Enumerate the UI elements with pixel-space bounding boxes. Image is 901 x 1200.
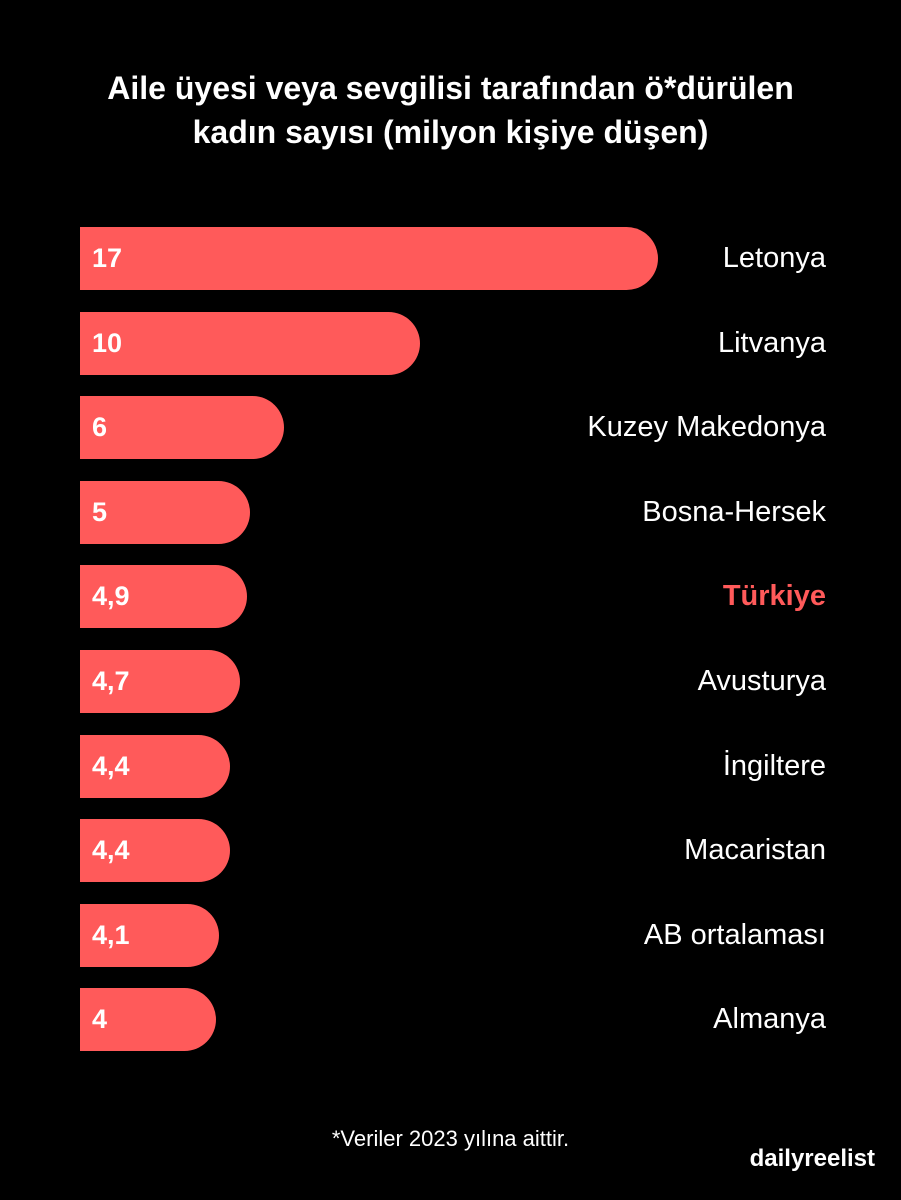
category-label: Avusturya — [697, 665, 826, 697]
bar-value-label: 4,4 — [92, 751, 130, 781]
bar-value-label: 4,1 — [92, 920, 130, 950]
bar — [80, 565, 247, 628]
bar — [80, 312, 420, 375]
category-label: Letonya — [722, 242, 826, 274]
bar — [80, 650, 240, 713]
bar — [80, 227, 658, 290]
chart-title-line-1: Aile üyesi veya sevgilisi tarafından ö*d… — [107, 70, 794, 106]
bar — [80, 481, 250, 544]
category-label: Almanya — [713, 1003, 826, 1035]
bar-value-label: 4,7 — [92, 666, 130, 696]
bar-value-label: 4,9 — [92, 581, 130, 611]
category-label: İngiltere — [722, 750, 826, 782]
category-label: Türkiye — [722, 580, 826, 612]
bar-value-label: 10 — [92, 328, 123, 358]
category-label: AB ortalaması — [643, 919, 826, 951]
category-label: Macaristan — [684, 834, 826, 866]
footnote: *Veriler 2023 yılına aittir. — [331, 1126, 570, 1151]
bar — [80, 735, 230, 798]
bar — [80, 396, 284, 459]
category-label: Litvanya — [717, 327, 826, 359]
bar-value-label: 6 — [92, 412, 108, 442]
category-label: Bosna-Hersek — [642, 496, 826, 528]
brand-logo: dailyreelist — [749, 1145, 875, 1172]
bar-value-label: 4 — [92, 1004, 108, 1034]
bar-value-label: 5 — [92, 497, 108, 527]
category-label: Kuzey Makedonya — [587, 411, 826, 443]
bar-value-label: 4,4 — [92, 835, 130, 865]
bar-value-label: 17 — [92, 243, 123, 273]
bar — [80, 988, 216, 1051]
bar — [80, 904, 219, 967]
chart-title-line-2: kadın sayısı (milyon kişiye düşen) — [192, 114, 709, 150]
bar — [80, 819, 230, 882]
chart-title: Aile üyesi veya sevgilisi tarafından ö*d… — [40, 66, 861, 154]
